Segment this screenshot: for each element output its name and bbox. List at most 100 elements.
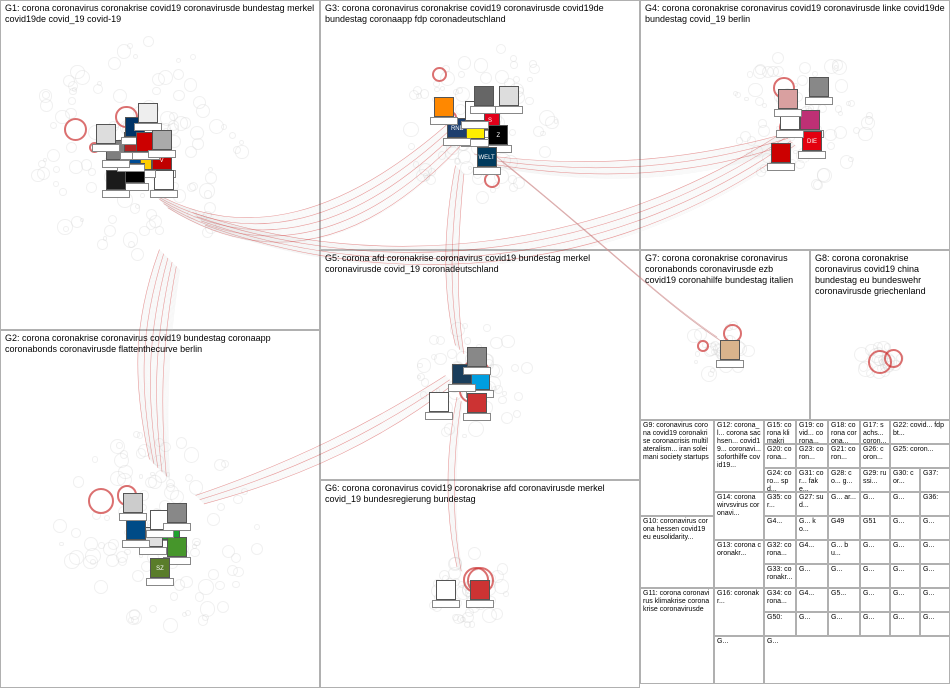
small-panel-title: G17: sachs... coron... [863,422,887,444]
small-panel-title: G... [831,566,857,574]
node-avatar [499,86,519,106]
small-panel-title: G26: coron... [863,446,887,462]
node-label [102,190,130,198]
small-panel-G51: G51 [860,516,890,540]
small-panel-title: G... [893,542,917,550]
small-panel-G4z: G4... [796,588,828,612]
small-panel-G_x: G... [714,636,764,684]
small-panel-G_o: G... [920,564,950,588]
node-label [798,151,826,159]
small-panel-title: G32: corona... [767,542,793,558]
small-panel-G18: G18: corona corona... [828,420,860,444]
small-panel-G16: G16: coronakr... [714,588,764,636]
small-panels-grid: G9: coronavirus corona covid19 coronakri… [640,420,950,688]
small-panel-title: G... [923,614,947,622]
node-label [163,523,191,531]
small-panel-title: G... [863,614,887,622]
small-panel-title: G... [863,566,887,574]
small-panel-title: G... [923,590,947,598]
node-avatar [154,170,174,190]
node-label [473,167,501,175]
node-avatar [126,520,146,540]
small-panel-G_v: G... [890,612,920,636]
small-panel-G_d: G... [920,540,950,564]
node-label [466,600,494,608]
small-panel-title: G... [923,542,947,550]
node-avatar [436,580,456,600]
node-avatar [429,392,449,412]
small-panel-title: G... ko... [799,518,825,534]
small-panel-title: G... bu... [831,542,857,558]
panel-title-G8: G8: corona coronakrise coronavirus covid… [815,253,945,297]
node-label [150,190,178,198]
small-panel-title: G4... [767,518,793,526]
small-panel-title: G13: corona coronakr... [717,542,761,558]
node-label [119,513,147,521]
small-panel-G_l: G... [828,564,860,588]
panel-title-G6: G6: corona coronavirus covid19 coronakri… [325,483,635,505]
small-panel-title: G10: coronavirus corona hessen covid19 e… [643,518,711,542]
node-label [425,412,453,420]
small-panel-title: G49 [831,518,857,526]
small-panel-G_e: G... ko... [796,516,828,540]
small-panel-G33: G33: coronakr... [764,564,796,588]
small-panel-G_i: G... [860,540,890,564]
small-panel-G19: G19: covid... corona... [796,420,828,444]
node-label [432,600,460,608]
small-panel-G_t: G... [828,612,860,636]
small-panel-title: G... [831,614,857,622]
small-panel-title: G18: corona corona... [831,422,857,444]
node-avatar [800,110,820,130]
small-panel-G36: G36: [920,492,950,516]
node-label [148,150,176,158]
small-panel-G25: G25: coron... [890,444,950,468]
node-label [463,367,491,375]
small-panel-title: G20: corona... [767,446,793,462]
small-panel-G37: G37: [920,468,950,492]
panel-title-G5: G5: corona afd coronakrise coronavirus c… [325,253,635,275]
small-panel-title: G... [767,638,947,646]
small-panel-title: G27: sud... [799,494,825,510]
small-panel-title: G... [923,518,947,526]
small-panel-G14: G14: corona wirvsvirus coronavi... [714,492,764,540]
small-panel-title: G12: corona_l... corona sachsen... covid… [717,422,761,470]
small-panel-title: G... [799,614,825,622]
small-panel-G13: G13: corona coronakr... [714,540,764,588]
node-avatar: SZ [150,558,170,578]
small-panel-G_f: G... [890,516,920,540]
small-panel-title: G14: corona wirvsvirus coronavi... [717,494,761,518]
node-label [102,160,130,168]
small-panel-title: G34: corona... [767,590,793,606]
node-label [122,540,150,548]
node-avatar [167,503,187,523]
small-panel-title: G... [893,590,917,598]
small-panel-G_h: G... bu... [828,540,860,564]
small-panel-G23: G23: coron... [796,444,828,468]
node-avatar [467,393,487,413]
small-panel-title: G25: coron... [893,446,947,454]
node-avatar [138,103,158,123]
node-avatar [434,97,454,117]
node-label [776,130,804,138]
panel-title-G3: G3: corona coronavirus coronakrise covid… [325,3,635,25]
node-label [92,144,120,152]
small-panel-G_m: G... [860,564,890,588]
small-panel-G29: G29: russi... [860,468,890,492]
small-panel-G4x: G4... [764,516,796,540]
node-label [146,578,174,586]
small-panel-title: G31: cor... fake... [799,470,825,492]
small-panel-G17: G17: sachs... coron... [860,420,890,444]
small-panel-title: G22: covid... fdpbt... [893,422,947,438]
node-avatar [467,347,487,367]
small-panel-title: G11: corona coronavirus klimakrise coron… [643,590,711,614]
small-panel-G_p: G... [860,588,890,612]
small-panel-G30: G30: cor... [890,468,920,492]
small-panel-title: G... [863,542,887,550]
small-panel-G9: G9: coronavirus corona covid19 coronakri… [640,420,714,516]
small-panel-G11: G11: corona coronavirus klimakrise coron… [640,588,714,684]
node-label [463,413,491,421]
node-label [774,109,802,117]
small-panel-title: G... [863,494,887,502]
small-panel-title: G... [799,566,825,574]
small-panel-G_s: G... [796,612,828,636]
